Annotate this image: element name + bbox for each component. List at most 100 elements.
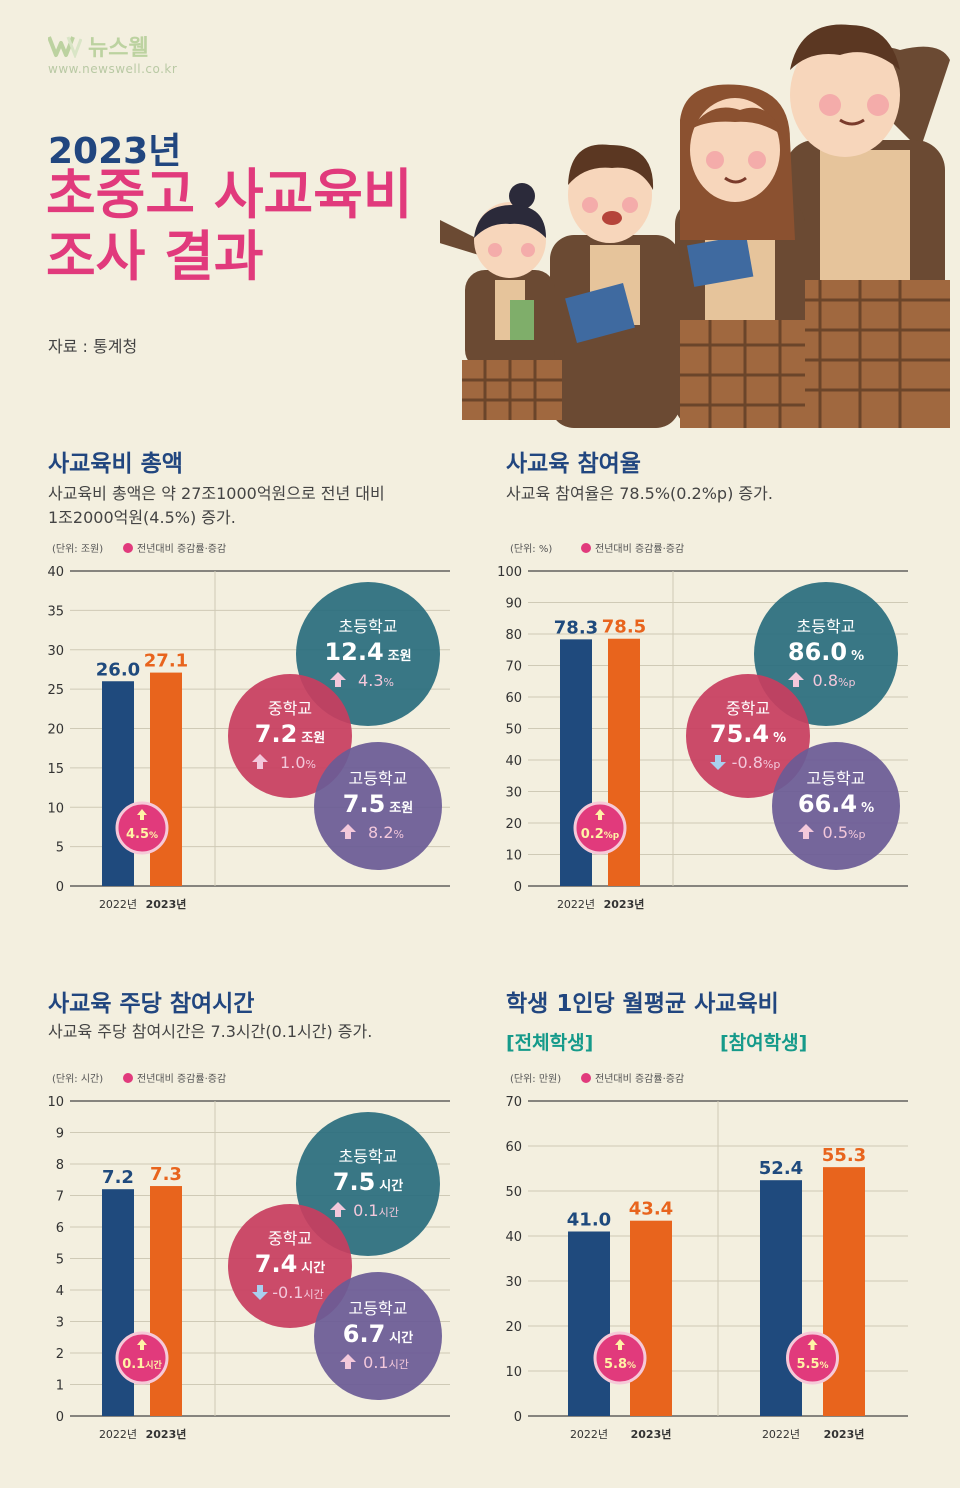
bar-value-label: 41.0: [567, 1210, 611, 1231]
y-tick-label: 35: [47, 604, 64, 619]
up-arrow-icon: [330, 1202, 346, 1217]
bubble-change-number: 0.8: [813, 671, 838, 690]
y-tick-label: 20: [505, 1320, 522, 1335]
bubble-school-name: 초등학교: [339, 617, 398, 636]
y-tick-label: 0: [56, 1410, 64, 1425]
bubble-value-unit: 조원: [388, 649, 412, 664]
bubble-value: 6.7 시간: [343, 1320, 413, 1348]
participating-students-label: [참여학생]: [720, 1032, 808, 1054]
change-value: 0.1: [122, 1357, 145, 1372]
bar-value-label: 78.3: [554, 617, 598, 638]
bubble-change: 0.1시간: [363, 1353, 409, 1372]
x-tick-label: 2023년: [146, 1427, 187, 1441]
y-tick-label: 30: [47, 644, 64, 659]
y-tick-label: 0: [514, 880, 522, 895]
up-arrow-icon: [807, 1339, 818, 1350]
bubble-value: 66.4%: [798, 790, 874, 818]
change-unit: %p: [604, 831, 620, 841]
title-line-1: 초중고 사교육비: [46, 163, 413, 226]
bar-value-label: 55.3: [822, 1145, 866, 1166]
bubble-value-unit: %: [861, 801, 874, 816]
participation-chart: (단위: %) 전년대비 증감률·증감 0 10 20 30 40 50 60 70 80 90 100…: [498, 542, 908, 911]
up-arrow-icon: [137, 1339, 147, 1350]
y-tick-label: 50: [505, 1185, 522, 1200]
change-badge-label: 4.5%: [126, 827, 158, 842]
y-tick-label: 8: [56, 1158, 64, 1173]
x-tick-label: 2022년: [557, 898, 595, 911]
bubble-change-unit: 시간: [303, 1288, 323, 1301]
weekly-hours-desc: 사교육 주당 참여시간은 7.3시간(0.1시간) 증가.: [48, 1022, 373, 1041]
bubble-value: 7.5 조원: [343, 790, 413, 818]
bar-value-label: 7.3: [150, 1164, 182, 1185]
change-value: 5.5: [796, 1357, 819, 1372]
bubble-change-number: 1.0: [280, 753, 305, 772]
bubble-value-unit: 조원: [389, 801, 413, 816]
unit-label: (단위: %): [510, 542, 552, 555]
bubble-value: 7.4 시간: [255, 1250, 325, 1278]
y-tick-label: 25: [47, 683, 64, 698]
student-1-figure: [440, 183, 562, 420]
x-tick-label: 2023년: [604, 897, 645, 911]
bubble-0: [754, 582, 898, 726]
bubble-value-unit: %: [851, 649, 864, 664]
bubble-change: 1.0%: [280, 753, 316, 772]
y-tick-label: 20: [47, 723, 64, 738]
change-badge-label: 5.8%: [604, 1357, 636, 1372]
change-value: 4.5: [126, 827, 149, 842]
legend-dot: [581, 543, 591, 553]
bubble-change: 0.1시간: [353, 1201, 399, 1220]
bar: [150, 672, 182, 886]
y-tick-label: 70: [505, 1095, 522, 1110]
bubble-value: 7.2 조원: [255, 720, 325, 748]
bubble-change: 0.8%p: [813, 671, 856, 690]
y-tick-label: 40: [47, 565, 64, 580]
y-tick-label: 20: [505, 817, 522, 832]
bubble-school-name: 고등학교: [349, 1299, 408, 1318]
bubble-change-number: 8.2: [368, 823, 393, 842]
student-2-figure: [550, 144, 680, 428]
bar-value-label: 78.5: [602, 617, 646, 638]
newswell-logo-icon: [48, 36, 82, 58]
y-tick-label: 0: [56, 880, 64, 895]
bubble-value: 86.0%: [788, 638, 864, 666]
y-tick-label: 10: [47, 1095, 64, 1110]
bubble-value-unit: 시간: [301, 1260, 325, 1276]
bubble-change-unit: %: [394, 828, 404, 841]
up-arrow-icon: [788, 672, 804, 687]
monthly-cost-chart: (단위: 만원) 전년대비 증감률·증감 0 10 20 30 40 50 60 70 41.0 20…: [505, 1072, 908, 1441]
bubble-value-number: 75.4: [710, 720, 769, 748]
y-tick-label: 10: [47, 801, 64, 816]
bar-value-label: 26.0: [96, 659, 140, 680]
bubble-school-name: 고등학교: [349, 769, 408, 788]
bubble-value-unit: 조원: [301, 731, 325, 746]
students-illustration: [440, 24, 950, 428]
bubble-value-number: 6.7: [343, 1320, 386, 1348]
bar-value-label: 52.4: [759, 1158, 803, 1179]
bubble-change-unit: 시간: [389, 1358, 409, 1371]
legend-dot: [123, 543, 133, 553]
change-badge-label: 0.2%p: [581, 827, 620, 842]
x-tick-label: 2023년: [631, 1427, 672, 1441]
bubble-school-name: 초등학교: [339, 1147, 398, 1166]
y-tick-label: 2: [56, 1347, 64, 1362]
total-cost-desc-line-1: 사교육비 총액은 약 27조1000억원으로 전년 대비: [48, 484, 385, 503]
bubble-value-unit: %: [773, 731, 786, 746]
bubble-value-number: 86.0: [788, 638, 847, 666]
legend-dot: [581, 1073, 591, 1083]
title-line-2: 조사 결과: [46, 225, 264, 288]
x-tick-label: 2022년: [99, 898, 137, 911]
y-tick-label: 40: [505, 754, 522, 769]
y-tick-label: 1: [56, 1379, 64, 1394]
y-tick-label: 5: [56, 1253, 64, 1268]
legend-label: 전년대비 증감률·증감: [595, 543, 684, 555]
bubble-change-unit: %p: [763, 758, 780, 771]
change-badge: [115, 801, 169, 855]
legend-label: 전년대비 증감률·증감: [595, 1073, 684, 1085]
total-cost-title: 사교육비 총액: [48, 451, 183, 477]
total-cost-desc: 사교육비 총액은 약 27조1000억원으로 전년 대비 1조2000억원(4.…: [48, 482, 385, 530]
down-arrow-icon: [252, 1285, 268, 1300]
bubble-0: [296, 582, 440, 726]
y-tick-label: 60: [505, 691, 522, 706]
change-unit: %: [627, 1361, 636, 1371]
bubble-change-number: 4.3: [358, 671, 383, 690]
